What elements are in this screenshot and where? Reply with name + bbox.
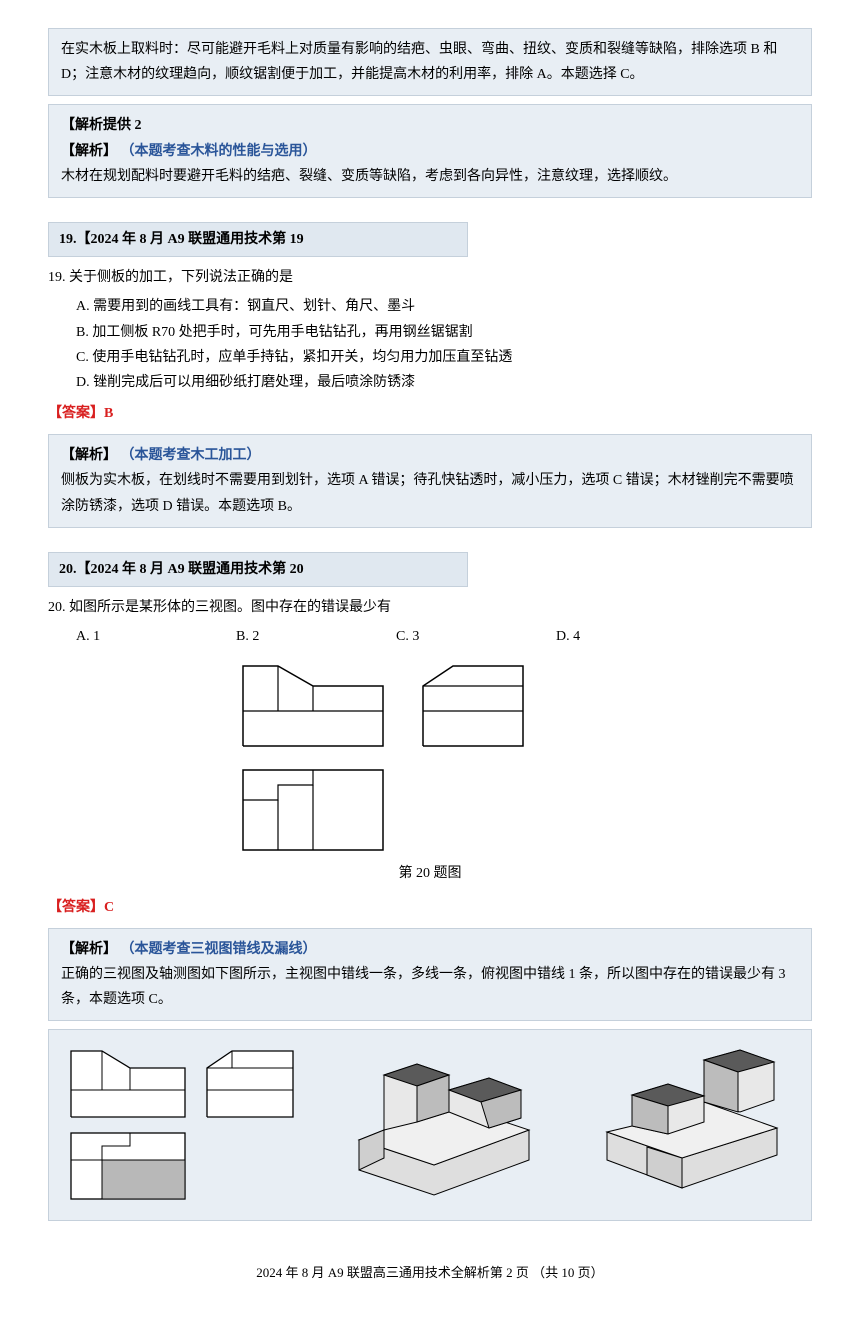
front-view-icon <box>238 661 388 751</box>
explain-label: 【解析】 <box>61 448 117 463</box>
explanation-box-2: 【解析提供 2 【解析】 （本题考查木料的性能与选用） 木材在规划配料时要避开毛… <box>48 104 812 198</box>
explanation-box-pre: 在实木板上取料时：尽可能避开毛料上对质量有影响的结疤、虫眼、弯曲、扭纹、变质和裂… <box>48 28 812 96</box>
q20-opt-b: B. 2 <box>236 624 396 649</box>
q20-opt-d: D. 4 <box>556 624 716 649</box>
top-view-icon <box>238 765 388 855</box>
page-footer: 2024 年 8 月 A9 联盟高三通用技术全解析第 2 页 （共 10 页） <box>48 1261 812 1284</box>
provide-label: 【解析提供 2 <box>61 113 799 138</box>
q19-answer: 【答案】B <box>48 401 812 426</box>
q19-opt-a: A. 需要用到的画线工具有：钢直尺、划针、角尺、墨斗 <box>76 294 812 319</box>
q20-solution-figures <box>48 1029 812 1221</box>
corrected-side-icon <box>204 1048 296 1120</box>
q19-explanation: 【解析】 （本题考查木工加工） 侧板为实木板，在划线时不需要用到划针，选项 A … <box>48 434 812 528</box>
explanation-text: 木材在规划配料时要避开毛料的结疤、裂缝、变质等缺陷，考虑到各向异性，注意纹理，选… <box>61 164 799 189</box>
explain-label: 【解析】 <box>61 942 117 957</box>
explain-topic: （本题考查木工加工） <box>121 448 261 463</box>
corrected-front-icon <box>68 1048 188 1120</box>
q19-options: A. 需要用到的画线工具有：钢直尺、划针、角尺、墨斗 B. 加工侧板 R70 处… <box>76 294 812 395</box>
explain-topic: （本题考查木料的性能与选用） <box>121 144 317 159</box>
q20-answer: 【答案】C <box>48 895 812 920</box>
explanation-line: 【解析】 （本题考查木料的性能与选用） <box>61 139 799 164</box>
explanation-line: 【解析】 （本题考查木工加工） <box>61 443 799 468</box>
explain-label: 【解析】 <box>61 144 117 159</box>
q19-opt-d: D. 锉削完成后可以用细砂纸打磨处理，最后喷涂防锈漆 <box>76 370 812 395</box>
explain-topic: （本题考查三视图错线及漏线） <box>121 942 317 957</box>
q20-opt-a: A. 1 <box>76 624 236 649</box>
corrected-top-icon <box>68 1130 188 1202</box>
q20-figure <box>238 661 812 855</box>
q20-fig-caption: 第 20 题图 <box>48 861 812 886</box>
q19-opt-b: B. 加工侧板 R70 处把手时，可先用手电钻钻孔，再用钢丝锯锯割 <box>76 320 812 345</box>
explanation-text: 侧板为实木板，在划线时不需要用到划针，选项 A 错误；待孔快钻透时，减小压力，选… <box>61 468 799 518</box>
q19-opt-c: C. 使用手电钻钻孔时，应单手持钻，紧扣开关，均匀用力加压直至钻透 <box>76 345 812 370</box>
q20-header: 20.【2024 年 8 月 A9 联盟通用技术第 20 <box>48 552 468 587</box>
q19-header: 19.【2024 年 8 月 A9 联盟通用技术第 19 <box>48 222 468 257</box>
q20-opt-c: C. 3 <box>396 624 556 649</box>
explanation-text: 在实木板上取料时：尽可能避开毛料上对质量有影响的结疤、虫眼、弯曲、扭纹、变质和裂… <box>61 42 777 82</box>
q20-options: A. 1 B. 2 C. 3 D. 4 <box>76 624 812 649</box>
explanation-line: 【解析】 （本题考查三视图错线及漏线） <box>61 937 799 962</box>
q20-stem: 20. 如图所示是某形体的三视图。图中存在的错误最少有 <box>48 595 812 620</box>
explanation-text: 正确的三视图及轴测图如下图所示，主视图中错线一条，多线一条，俯视图中错线 1 条… <box>61 962 799 1012</box>
q19-stem: 19. 关于侧板的加工，下列说法正确的是 <box>48 265 812 290</box>
isometric-2-icon <box>592 1040 792 1210</box>
q20-explanation: 【解析】 （本题考查三视图错线及漏线） 正确的三视图及轴测图如下图所示，主视图中… <box>48 928 812 1022</box>
side-view-icon <box>418 661 528 751</box>
isometric-1-icon <box>339 1040 549 1210</box>
corrected-ortho-views <box>68 1048 296 1202</box>
